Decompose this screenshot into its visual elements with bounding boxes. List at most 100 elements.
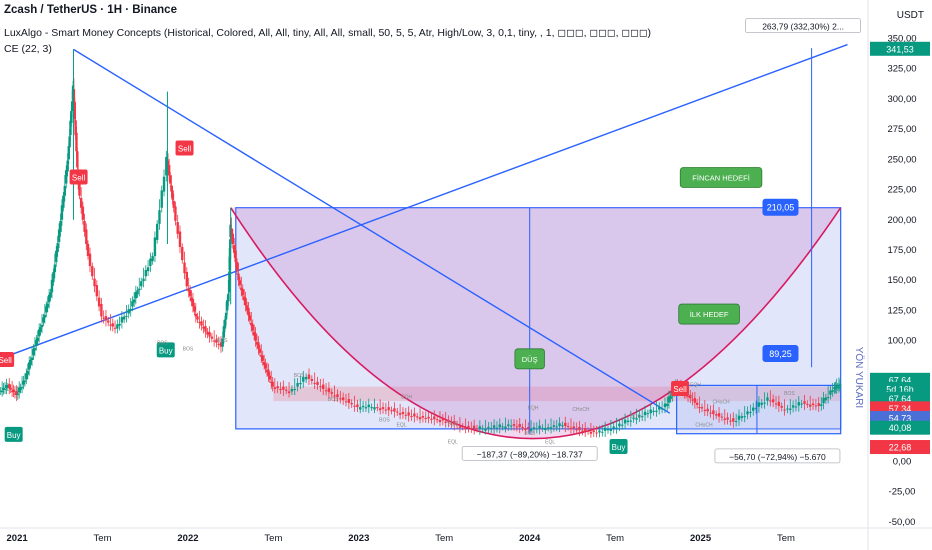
candle-body xyxy=(142,278,145,282)
candle-body xyxy=(509,425,513,427)
candle-body xyxy=(396,411,399,413)
candle-body xyxy=(237,273,240,281)
y-tick-label: 250,00 xyxy=(887,154,916,165)
price-badge-text: 67,64 xyxy=(889,375,912,385)
symbol-title[interactable]: Zcash / TetherUS · 1H · Binance xyxy=(4,4,177,16)
candle-body xyxy=(208,332,211,337)
candle-body xyxy=(458,426,462,428)
candle-body xyxy=(260,355,263,357)
x-tick-label: 2025 xyxy=(690,533,712,544)
target-badge xyxy=(762,198,799,216)
candle-body xyxy=(100,304,103,317)
candle-body xyxy=(228,271,231,282)
candle-body xyxy=(120,317,124,323)
candle-body xyxy=(490,428,493,430)
candle-body xyxy=(549,427,553,430)
candle-body xyxy=(612,426,615,429)
candle-body xyxy=(13,393,17,395)
candle-body xyxy=(268,375,272,380)
candle-body xyxy=(181,246,184,261)
candle-body xyxy=(212,340,216,342)
candle-body xyxy=(40,324,44,328)
candle-body xyxy=(267,369,270,376)
signal-text: Buy xyxy=(7,431,21,440)
candle-body xyxy=(487,426,490,429)
smc-label: BOS xyxy=(630,414,641,420)
candle-body xyxy=(837,386,841,389)
signal-badge xyxy=(156,342,175,358)
candle-body xyxy=(586,430,590,432)
candle-body xyxy=(310,378,314,381)
candle-body xyxy=(217,343,220,345)
candle-body xyxy=(771,399,775,403)
candle-body xyxy=(430,418,433,420)
price-badge-text: 5d 16h xyxy=(886,385,914,395)
signal-text: Buy xyxy=(159,346,173,355)
target-value: 89,25 xyxy=(769,349,792,359)
zone-box xyxy=(273,386,841,402)
candle-body xyxy=(73,101,76,120)
price-badge xyxy=(870,420,930,435)
candle-body xyxy=(23,380,27,382)
candle-body xyxy=(418,417,422,420)
price-badge-text: 54,73 xyxy=(889,414,912,424)
candle-body xyxy=(467,426,470,428)
candle-body xyxy=(333,395,336,397)
candle-body xyxy=(566,426,570,428)
candle-body xyxy=(569,427,573,430)
smc-label: EQL xyxy=(448,439,458,445)
candle-body xyxy=(56,243,59,253)
candle-body xyxy=(74,120,77,136)
candle-body xyxy=(669,395,672,400)
candle-body xyxy=(162,176,166,192)
candle-body xyxy=(538,425,541,429)
candle-body xyxy=(789,408,792,410)
candle-body xyxy=(131,301,134,307)
candle-body xyxy=(774,403,778,405)
candle-body xyxy=(59,221,62,232)
indicator-legend-ce[interactable]: CE (22, 3) xyxy=(4,43,52,55)
candle-body xyxy=(279,389,282,391)
candle-body xyxy=(46,303,49,308)
candle-body xyxy=(404,414,408,416)
candle-body xyxy=(578,426,581,431)
candle-body xyxy=(12,389,15,393)
y-tick-label: 200,00 xyxy=(887,215,916,226)
candle-body xyxy=(723,418,726,421)
candle-body xyxy=(66,160,69,172)
smc-label: EQH xyxy=(401,395,412,401)
x-tick-label: Tem xyxy=(777,533,795,544)
candle-body xyxy=(109,324,112,326)
candle-body xyxy=(715,414,718,416)
candle-body xyxy=(441,418,445,421)
candle-body xyxy=(81,206,85,220)
candle-body xyxy=(57,229,61,242)
x-tick-label: 2021 xyxy=(7,533,29,544)
candle-body xyxy=(265,369,269,373)
candle-body xyxy=(438,420,442,423)
signal-badge xyxy=(175,140,194,156)
candle-body xyxy=(535,428,539,430)
price-badge-text: 57,34 xyxy=(889,404,912,414)
candle-body xyxy=(248,315,252,321)
indicator-legend-smc[interactable]: LuxAlgo - Smart Money Concepts (Historic… xyxy=(4,27,652,39)
candle-body xyxy=(174,206,177,221)
candle-body xyxy=(178,231,182,247)
candle-body xyxy=(224,312,228,320)
candle-body xyxy=(581,430,584,432)
candle-body xyxy=(167,165,171,176)
candle-body xyxy=(649,409,652,414)
candle-body xyxy=(717,413,721,417)
signal-text: Sell xyxy=(72,173,86,182)
candle-body xyxy=(450,423,453,425)
measure-label: 263,79 (332,30%) 2... xyxy=(762,22,844,32)
candle-body xyxy=(104,316,108,321)
candle-body xyxy=(461,426,464,428)
candle-body xyxy=(387,407,390,411)
candle-body xyxy=(829,390,832,395)
candle-body xyxy=(91,266,94,277)
candle-body xyxy=(37,329,41,337)
candle-body xyxy=(555,426,558,428)
